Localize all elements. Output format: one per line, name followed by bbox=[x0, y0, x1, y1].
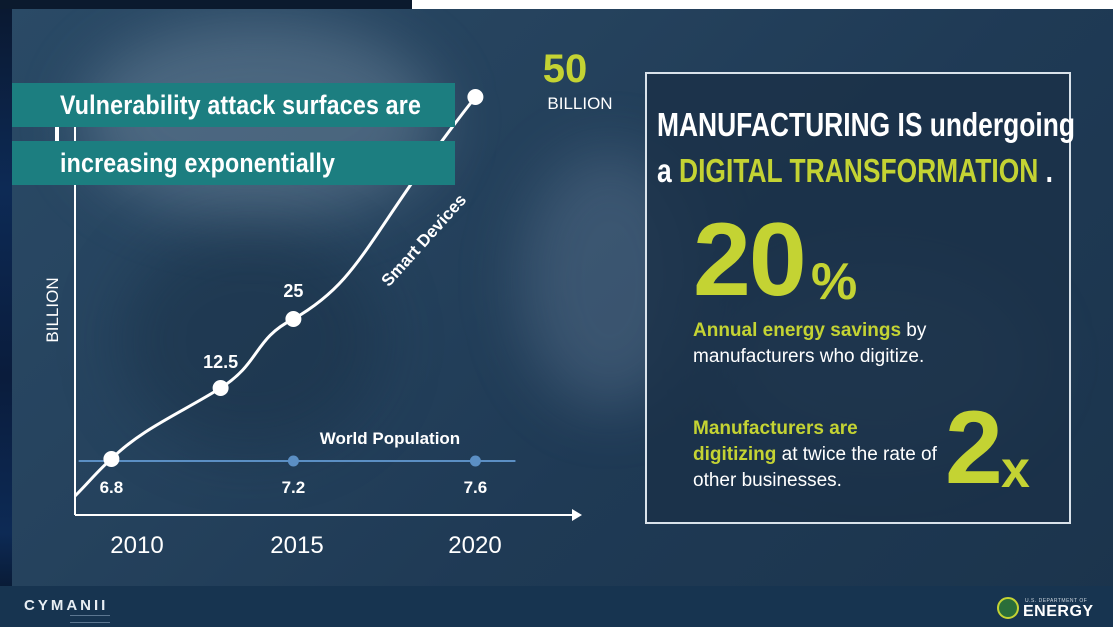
data-label-50-unit: BILLION bbox=[547, 94, 612, 113]
population-point bbox=[469, 455, 481, 467]
smart-devices-point bbox=[103, 451, 120, 467]
cymanii-logo: CYMANII bbox=[24, 597, 109, 614]
population-value-label: 6.8 bbox=[100, 478, 124, 497]
stat-2x-value: 2 bbox=[945, 390, 1003, 506]
stat-2x-unit: x bbox=[1001, 441, 1030, 499]
data-label-12-5: 12.5 bbox=[203, 352, 238, 372]
stat-20-caption-rest: by manufacturers who digitize. bbox=[693, 320, 927, 367]
population-series-label: World Population bbox=[320, 429, 460, 448]
panel-title: MANUFACTURING IS undergoing a DIGITAL TR… bbox=[657, 102, 1075, 194]
top-edge-dark bbox=[0, 0, 412, 9]
smart-devices-point bbox=[285, 311, 302, 327]
x-tick-label: 2010 bbox=[110, 532, 163, 559]
cymanii-logo-subline bbox=[70, 615, 110, 623]
title-manufacturing: MANUFACTURING IS bbox=[657, 106, 930, 143]
title-digital-transformation: DIGITAL TRANSFORMATION bbox=[679, 152, 1039, 189]
title-period: . bbox=[1038, 152, 1054, 189]
panel-title-line-1: MANUFACTURING IS undergoing bbox=[657, 102, 1075, 148]
stat-20-unit: % bbox=[811, 253, 858, 311]
data-label-25: 25 bbox=[283, 281, 303, 301]
top-edge-white bbox=[412, 0, 1113, 9]
footer-bar bbox=[0, 586, 1113, 627]
x-tick-label: 2020 bbox=[448, 532, 501, 559]
data-label-50: 50 bbox=[543, 47, 588, 91]
smart-devices-point bbox=[467, 89, 484, 105]
x-tick-label: 2015 bbox=[270, 532, 323, 559]
population-value-label: 7.2 bbox=[282, 478, 306, 497]
stat-2x-caption-bold-2: digitizing bbox=[693, 444, 777, 465]
headline-banner-1: Vulnerability attack surfaces are bbox=[12, 83, 455, 127]
smart-devices-point bbox=[212, 380, 229, 396]
stat-20-value: 20 bbox=[693, 202, 807, 318]
population-point bbox=[287, 455, 299, 467]
stat-2x-caption-rest: at twice the rate of other businesses. bbox=[693, 444, 937, 491]
headline-banner-2: increasing exponentially bbox=[12, 141, 455, 185]
banner-connector bbox=[55, 127, 59, 141]
stat-20-caption-bold: Annual energy savings bbox=[693, 320, 902, 341]
title-a: a bbox=[657, 152, 680, 189]
stat-2x-caption: Manufacturers are digitizing at twice the… bbox=[693, 416, 953, 494]
doe-logo-text: ENERGY bbox=[1023, 603, 1094, 620]
doe-seal-icon bbox=[997, 597, 1019, 619]
headline-line-1: Vulnerability attack surfaces are bbox=[60, 90, 422, 120]
x-tick-labels: 2010 2015 2020 bbox=[110, 532, 501, 559]
headline-line-2: increasing exponentially bbox=[60, 148, 336, 178]
population-series: 6.8 7.2 7.6 World Population bbox=[78, 429, 516, 497]
y-axis-label: BILLION bbox=[43, 277, 62, 342]
photo-shadow bbox=[120, 230, 380, 450]
panel-title-line-2: a DIGITAL TRANSFORMATION . bbox=[657, 148, 1053, 194]
stats-panel: MANUFACTURING IS undergoing a DIGITAL TR… bbox=[645, 72, 1075, 524]
smart-devices-series-label: Smart Devices bbox=[378, 190, 471, 290]
left-edge-strip bbox=[0, 0, 12, 627]
x-axis-arrow bbox=[572, 509, 582, 521]
stat-2x-caption-bold-1: Manufacturers are bbox=[693, 418, 858, 439]
stat-20-caption: Annual energy savings by manufacturers w… bbox=[693, 318, 1053, 370]
smart-devices-series bbox=[73, 89, 484, 498]
title-undergoing: undergoing bbox=[929, 106, 1075, 143]
population-value-label: 7.6 bbox=[464, 478, 488, 497]
doe-logo-small-text: U.S. DEPARTMENT OF bbox=[1025, 598, 1088, 604]
